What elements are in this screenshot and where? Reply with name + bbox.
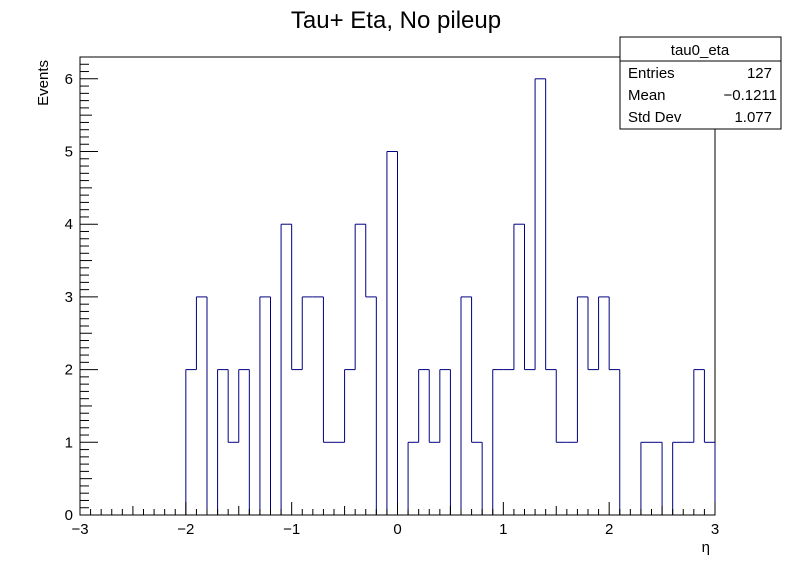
x-axis: −3 −2 −1 0 1 2 3 bbox=[71, 502, 719, 538]
y-axis-label: Events bbox=[35, 60, 52, 106]
y-tick-label: 2 bbox=[65, 362, 73, 379]
x-axis-label: η bbox=[702, 539, 710, 556]
stats-box: tau0_eta Entries 127 Mean −0.1211 Std De… bbox=[619, 36, 782, 130]
x-tick-label: 3 bbox=[711, 521, 719, 538]
stats-stddev-label: Std Dev bbox=[628, 109, 682, 126]
chart-title: Tau+ Eta, No pileup bbox=[291, 7, 501, 34]
histogram-series bbox=[185, 78, 716, 515]
y-tick-label: 1 bbox=[65, 434, 73, 451]
y-axis: 0 1 2 3 4 5 6 bbox=[65, 56, 98, 524]
x-tick-label: 0 bbox=[393, 521, 401, 538]
stats-mean-value: −0.1211 bbox=[723, 87, 777, 104]
x-tick-label: −3 bbox=[71, 521, 88, 538]
stats-box-title: tau0_eta bbox=[671, 42, 730, 59]
x-tick-label: −1 bbox=[283, 521, 300, 538]
stats-stddev-value: 1.077 bbox=[734, 109, 772, 126]
y-tick-label: 5 bbox=[65, 144, 73, 161]
y-tick-label: 4 bbox=[65, 216, 73, 233]
stats-entries-label: Entries bbox=[628, 65, 675, 82]
stats-mean-label: Mean bbox=[628, 87, 666, 104]
y-tick-label: 3 bbox=[65, 289, 73, 306]
y-tick-label: 0 bbox=[65, 507, 73, 524]
stats-entries-value: 127 bbox=[747, 65, 772, 82]
x-tick-label: −2 bbox=[177, 521, 194, 538]
x-tick-label: 2 bbox=[605, 521, 613, 538]
y-tick-label: 6 bbox=[65, 71, 73, 88]
stats-box-frame bbox=[619, 36, 782, 130]
x-tick-label: 1 bbox=[499, 521, 507, 538]
